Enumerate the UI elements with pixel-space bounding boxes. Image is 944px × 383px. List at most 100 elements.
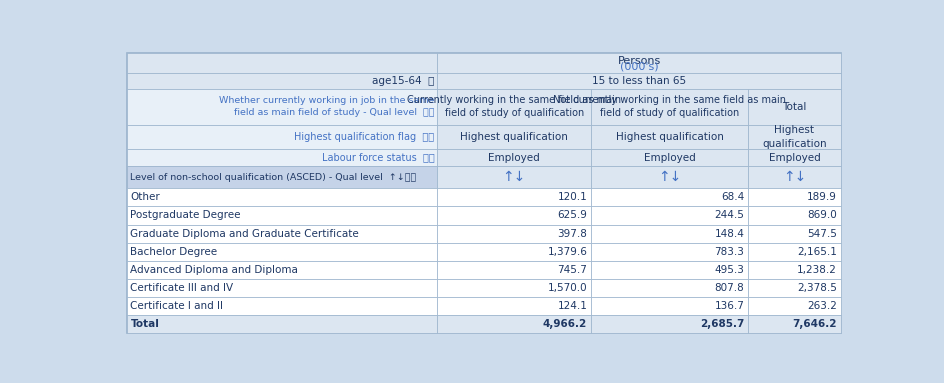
Text: Total: Total bbox=[783, 102, 806, 112]
Text: Not currently working in the same field as main
field of study of qualification: Not currently working in the same field … bbox=[553, 95, 786, 118]
Bar bbox=[591, 149, 748, 166]
Text: 15 to less than 65: 15 to less than 65 bbox=[592, 76, 686, 86]
Text: Currently working in the same field as main
field of study of qualification: Currently working in the same field as m… bbox=[407, 95, 621, 118]
Text: Labour force status  ⓘⓒ: Labour force status ⓘⓒ bbox=[322, 153, 434, 163]
Text: 124.1: 124.1 bbox=[557, 301, 587, 311]
Bar bbox=[126, 224, 437, 243]
Text: 148.4: 148.4 bbox=[715, 229, 744, 239]
Bar bbox=[126, 279, 437, 297]
Bar bbox=[748, 315, 841, 334]
Bar bbox=[126, 315, 437, 334]
Text: Certificate I and II: Certificate I and II bbox=[130, 301, 224, 311]
Text: ↑↓: ↑↓ bbox=[783, 170, 806, 184]
Bar bbox=[126, 243, 437, 261]
Text: ↑↓: ↑↓ bbox=[502, 170, 526, 184]
Text: 2,685.7: 2,685.7 bbox=[700, 319, 744, 329]
Bar bbox=[437, 297, 591, 315]
Text: Highest
qualification: Highest qualification bbox=[762, 125, 827, 149]
Text: Certificate III and IV: Certificate III and IV bbox=[130, 283, 233, 293]
Text: Other: Other bbox=[130, 192, 160, 202]
Bar bbox=[437, 243, 591, 261]
Text: age15-64  ⓘ: age15-64 ⓘ bbox=[372, 76, 434, 86]
Text: Level of non-school qualification (ASCED) - Qual level  ↑↓ⓘⓒ: Level of non-school qualification (ASCED… bbox=[130, 173, 416, 182]
Text: Employed: Employed bbox=[644, 153, 696, 163]
Text: 244.5: 244.5 bbox=[715, 210, 744, 221]
Bar bbox=[437, 261, 591, 279]
Bar bbox=[748, 243, 841, 261]
Bar bbox=[126, 206, 437, 224]
Bar bbox=[126, 166, 437, 188]
Bar bbox=[591, 297, 748, 315]
Text: 495.3: 495.3 bbox=[715, 265, 744, 275]
Bar bbox=[591, 315, 748, 334]
Bar bbox=[591, 243, 748, 261]
Bar bbox=[748, 261, 841, 279]
Text: 547.5: 547.5 bbox=[807, 229, 837, 239]
Bar bbox=[748, 89, 841, 125]
Bar bbox=[591, 279, 748, 297]
Text: Employed: Employed bbox=[488, 153, 540, 163]
Bar bbox=[591, 89, 748, 125]
Bar bbox=[748, 206, 841, 224]
Text: 783.3: 783.3 bbox=[715, 247, 744, 257]
Bar bbox=[748, 125, 841, 149]
Bar bbox=[591, 224, 748, 243]
Text: Bachelor Degree: Bachelor Degree bbox=[130, 247, 217, 257]
Text: 1,238.2: 1,238.2 bbox=[798, 265, 837, 275]
Text: Employed: Employed bbox=[768, 153, 820, 163]
Bar bbox=[126, 188, 437, 206]
Bar bbox=[591, 188, 748, 206]
Text: 807.8: 807.8 bbox=[715, 283, 744, 293]
Bar bbox=[126, 261, 437, 279]
Text: Advanced Diploma and Diploma: Advanced Diploma and Diploma bbox=[130, 265, 298, 275]
Text: 1,570.0: 1,570.0 bbox=[548, 283, 587, 293]
Text: ↑↓: ↑↓ bbox=[658, 170, 681, 184]
Bar bbox=[748, 224, 841, 243]
Text: 745.7: 745.7 bbox=[557, 265, 587, 275]
Text: 68.4: 68.4 bbox=[721, 192, 744, 202]
Bar bbox=[591, 206, 748, 224]
Bar bbox=[437, 89, 591, 125]
Bar bbox=[591, 166, 748, 188]
Bar bbox=[437, 224, 591, 243]
Text: (000's): (000's) bbox=[620, 61, 658, 71]
Text: 189.9: 189.9 bbox=[807, 192, 837, 202]
Bar bbox=[437, 53, 841, 74]
Bar bbox=[748, 297, 841, 315]
Bar bbox=[437, 74, 841, 89]
Text: Highest qualification flag  ⓘⓒ: Highest qualification flag ⓘⓒ bbox=[295, 132, 434, 142]
Text: Highest qualification: Highest qualification bbox=[461, 132, 568, 142]
Bar bbox=[126, 125, 437, 149]
Bar bbox=[591, 261, 748, 279]
Bar bbox=[126, 149, 437, 166]
Text: 1,379.6: 1,379.6 bbox=[548, 247, 587, 257]
Text: 625.9: 625.9 bbox=[557, 210, 587, 221]
Text: Highest qualification: Highest qualification bbox=[615, 132, 723, 142]
Text: Postgraduate Degree: Postgraduate Degree bbox=[130, 210, 241, 221]
Bar bbox=[126, 74, 437, 89]
Text: 4,966.2: 4,966.2 bbox=[543, 319, 587, 329]
Bar bbox=[591, 125, 748, 149]
Text: 7,646.2: 7,646.2 bbox=[793, 319, 837, 329]
Text: 136.7: 136.7 bbox=[715, 301, 744, 311]
Bar bbox=[437, 279, 591, 297]
Text: 2,165.1: 2,165.1 bbox=[798, 247, 837, 257]
Text: Whether currently working in job in the same
field as main field of study - Qual: Whether currently working in job in the … bbox=[219, 97, 434, 117]
Bar bbox=[126, 89, 437, 125]
Text: 263.2: 263.2 bbox=[807, 301, 837, 311]
Bar bbox=[748, 188, 841, 206]
Text: 397.8: 397.8 bbox=[557, 229, 587, 239]
Bar bbox=[437, 206, 591, 224]
Bar bbox=[437, 125, 591, 149]
Bar bbox=[126, 53, 437, 74]
Text: Persons: Persons bbox=[617, 56, 661, 65]
Text: Total: Total bbox=[130, 319, 160, 329]
Bar bbox=[437, 188, 591, 206]
Bar bbox=[126, 297, 437, 315]
Text: Graduate Diploma and Graduate Certificate: Graduate Diploma and Graduate Certificat… bbox=[130, 229, 359, 239]
Text: 2,378.5: 2,378.5 bbox=[798, 283, 837, 293]
Bar bbox=[748, 166, 841, 188]
Bar bbox=[437, 315, 591, 334]
Bar bbox=[748, 149, 841, 166]
Bar bbox=[437, 166, 591, 188]
